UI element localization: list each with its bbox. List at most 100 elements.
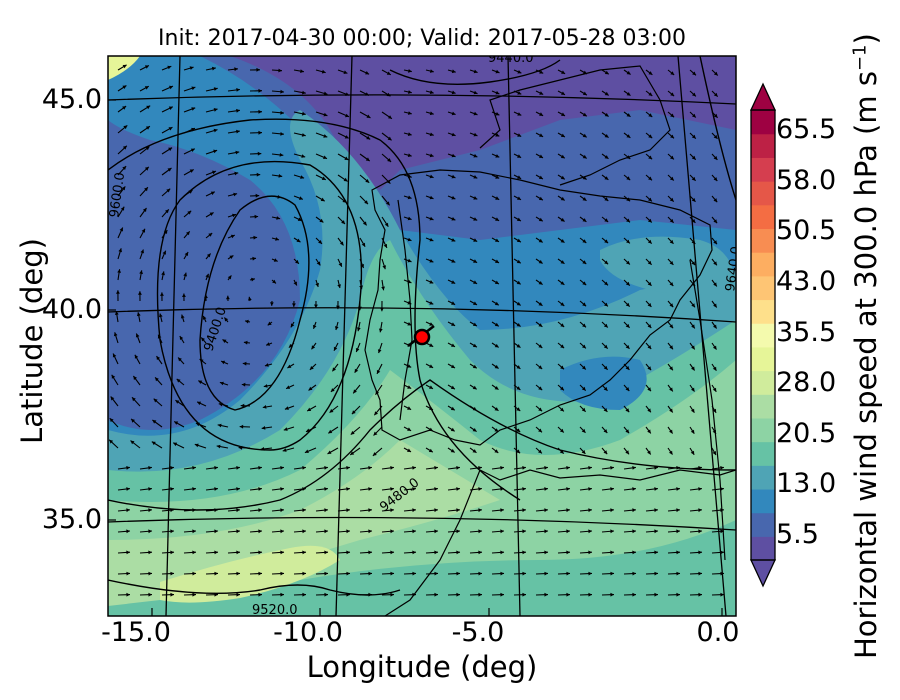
wind-arrow-head: [242, 361, 247, 366]
location-marker-dot: [413, 328, 431, 346]
wind-arrow-head: [158, 313, 163, 318]
wind-arrow-head: [378, 328, 383, 333]
wind-arrow-head: [144, 65, 149, 69]
wind-arrow-head: [588, 487, 592, 491]
wind-arrow-head: [522, 571, 526, 576]
wind-arrow-head: [199, 359, 204, 363]
wind-arrow-head: [625, 450, 629, 455]
wind-arrow-head: [343, 177, 348, 182]
wind-arrow-head: [205, 273, 209, 278]
wind-arrow-head: [522, 487, 526, 491]
wind-arrow-head: [151, 441, 156, 446]
wind-arrow-head: [670, 134, 674, 139]
wind-arrow-head: [126, 487, 130, 491]
wind-arrow-head: [451, 153, 456, 158]
wind-arrow-head: [354, 368, 359, 373]
wind-arrow-head: [218, 402, 223, 407]
wind-arrow-head: [241, 382, 246, 387]
wind-arrow-head: [214, 550, 218, 555]
wind-arrow-head: [233, 192, 238, 197]
wind-arrow-head: [324, 571, 328, 576]
wind-arrow-head: [566, 487, 570, 491]
colorbar-band: [751, 181, 775, 206]
wind-arrow-head: [278, 68, 282, 73]
wind-arrow-head: [329, 408, 334, 413]
wind-arrow-head: [109, 418, 114, 423]
colorbar-tick-label: 65.5: [776, 114, 837, 145]
wind-arrow-head: [588, 508, 592, 513]
wind-arrow-head: [429, 343, 434, 347]
wind-arrow-head: [192, 592, 196, 597]
wind-arrow-head: [145, 146, 150, 151]
wind-arrow-head: [610, 487, 614, 491]
wind-arrow-head: [253, 235, 258, 240]
wind-arrow-head: [202, 315, 207, 320]
wind-arrow-head: [324, 508, 328, 513]
wind-arrow-head: [365, 71, 370, 75]
wind-arrow-head: [581, 407, 586, 412]
wind-arrow-head: [280, 487, 284, 491]
wind-arrow-head: [495, 90, 500, 95]
wind-arrow-head: [456, 592, 460, 597]
map-plot-area: 9400.0 9480.0 9520.0 9600.0 9440.0 9640.…: [108, 56, 736, 616]
wind-arrow-head: [610, 466, 614, 470]
wind-arrow-head: [691, 324, 695, 329]
wind-arrow-head: [214, 508, 218, 513]
wind-arrow-head: [346, 508, 350, 513]
wind-arrow-head: [669, 366, 673, 371]
wind-arrow-head: [148, 571, 152, 576]
wind-arrow-head: [122, 166, 127, 170]
colorbar-band: [751, 228, 775, 253]
colorbar-band: [751, 275, 775, 301]
wind-arrow-head: [632, 571, 636, 576]
wind-arrow-head: [478, 571, 482, 576]
wind-arrow-head: [669, 303, 674, 308]
wind-arrow-head: [381, 286, 385, 291]
wind-arrow-head: [582, 260, 587, 264]
wind-arrow-head: [113, 332, 118, 337]
colorbar-band: [751, 417, 775, 443]
wind-arrow-head: [327, 450, 332, 454]
wind-arrow-head: [451, 364, 455, 368]
wind-arrow-head: [314, 304, 318, 308]
wind-arrow-head: [300, 175, 305, 179]
wind-arrow-head: [428, 427, 433, 431]
wind-arrow-head: [359, 285, 363, 290]
wind-arrow-head: [676, 571, 680, 576]
wind-arrow-head: [582, 218, 587, 222]
wind-arrow-head: [190, 148, 195, 152]
wind-arrow-head: [412, 529, 416, 534]
wind-arrow-head: [364, 200, 368, 205]
wind-arrow-head: [277, 195, 282, 199]
colorbar-band: [751, 441, 775, 466]
wind-arrow-head: [720, 571, 724, 576]
wind-arrow-head: [429, 301, 434, 305]
wind-arrow-head: [516, 428, 521, 433]
wind-arrow-head: [412, 487, 416, 491]
wind-arrow-head: [712, 408, 717, 413]
wind-arrow-head: [604, 218, 609, 222]
wind-arrow-head: [648, 155, 653, 160]
wind-arrow-head: [131, 418, 135, 423]
wind-arrow-head: [386, 92, 391, 97]
wind-arrow-head: [126, 466, 130, 470]
wind-arrow-head: [690, 408, 695, 413]
wind-arrow-head: [494, 343, 499, 348]
wind-arrow-head: [341, 220, 345, 224]
wind-arrow-head: [365, 179, 370, 183]
wind-arrow-head: [434, 529, 438, 534]
wind-arrow-head: [373, 431, 378, 436]
wind-arrow-head: [316, 261, 321, 266]
wind-arrow-head: [691, 303, 695, 308]
wind-arrow-head: [654, 508, 658, 513]
wind-arrow-head: [321, 69, 326, 74]
wind-arrow-head: [654, 487, 658, 491]
wind-arrow-head: [626, 70, 631, 75]
contour-9520: [108, 379, 736, 511]
wind-arrow-head: [713, 324, 717, 329]
wind-arrow-head: [538, 175, 543, 179]
wind-arrow-head: [169, 85, 173, 90]
wind-arrow-head: [148, 529, 152, 534]
y-axis-label: Latitude (deg): [15, 238, 49, 444]
wind-arrow-head: [495, 112, 500, 116]
